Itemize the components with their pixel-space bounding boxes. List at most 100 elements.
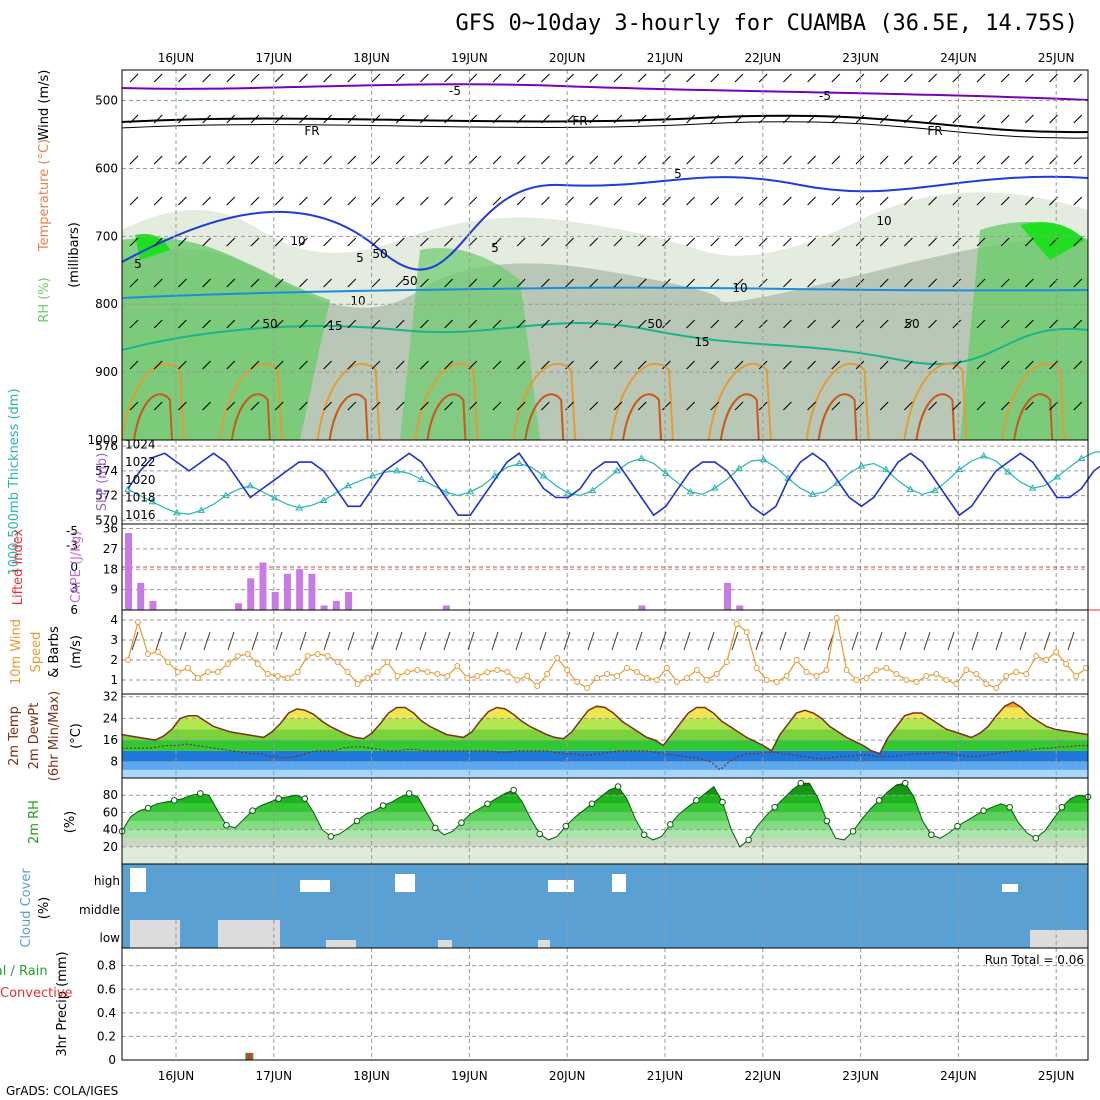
wind-barb bbox=[637, 73, 647, 83]
wind-barb bbox=[686, 114, 695, 124]
wind-barb bbox=[226, 73, 236, 83]
panel-frame bbox=[121, 439, 1089, 525]
wind-barb bbox=[1073, 155, 1083, 165]
wind-barb bbox=[299, 319, 308, 329]
wind-speed-point bbox=[803, 669, 810, 675]
wind-barb bbox=[492, 401, 502, 411]
temp-band bbox=[122, 729, 1088, 741]
thickness-point bbox=[808, 490, 817, 497]
bottom-x-axis: 16JUN 17JUN 18JUN 19JUN 20JUN 21JUN 22JUN 23JUN… bbox=[158, 1069, 1075, 1083]
wind-barb bbox=[589, 196, 599, 206]
wind-speed-point bbox=[574, 679, 581, 685]
wind-barb bbox=[274, 278, 284, 288]
wind-speed-point bbox=[1033, 653, 1040, 659]
rh2m-axis-label: 2m RH bbox=[27, 800, 42, 844]
temp-band bbox=[122, 707, 1088, 719]
wind-barb bbox=[855, 237, 865, 247]
thickness-point bbox=[1028, 484, 1037, 491]
wind-barb bbox=[1025, 237, 1034, 247]
wind-barb bbox=[155, 631, 163, 651]
wind-speed-point bbox=[304, 653, 311, 659]
wind-speed-point bbox=[1013, 669, 1020, 675]
rh2m-point bbox=[301, 795, 309, 802]
wind-speed-point bbox=[274, 673, 281, 679]
wind-barb bbox=[807, 278, 816, 288]
rh2m-point bbox=[458, 819, 465, 827]
wind-barb bbox=[662, 278, 671, 288]
wind-barb bbox=[783, 319, 792, 329]
wind-barb bbox=[541, 278, 550, 288]
y-tick-label: 36 bbox=[103, 522, 118, 536]
rh2m-point bbox=[327, 833, 335, 840]
thickness-point bbox=[270, 494, 279, 501]
wind-barb bbox=[492, 114, 502, 124]
wind-barb bbox=[203, 631, 211, 651]
wind-barb bbox=[492, 278, 502, 288]
y-tick-label: 2 bbox=[110, 653, 118, 667]
y-tick-label: 700 bbox=[95, 229, 118, 243]
wind-barb bbox=[952, 196, 962, 206]
contour-label: FR bbox=[572, 114, 587, 128]
wind-barb bbox=[565, 278, 574, 288]
wind-axis-label: & Barbs bbox=[47, 626, 62, 678]
wind-barb bbox=[1000, 155, 1010, 165]
wind-barb bbox=[444, 319, 453, 329]
cape-bar bbox=[345, 591, 353, 610]
y-tick-label: 40 bbox=[103, 823, 118, 837]
wind-barb bbox=[662, 360, 671, 370]
wind-speed-point bbox=[294, 669, 301, 675]
wind-barb bbox=[976, 237, 986, 247]
wind-barb bbox=[928, 196, 937, 206]
wind-barb bbox=[347, 155, 357, 165]
wind-barb bbox=[831, 237, 841, 247]
cloud-low-block bbox=[438, 940, 452, 948]
thickness-point bbox=[124, 485, 132, 492]
contour-label: 10 bbox=[290, 234, 305, 248]
wind-barb bbox=[879, 360, 889, 370]
rh-band bbox=[122, 803, 1088, 813]
wind-barb bbox=[904, 196, 913, 206]
wind-barb bbox=[734, 155, 744, 165]
wind-barb bbox=[1025, 319, 1034, 329]
wind-barb bbox=[420, 237, 429, 247]
panel-frame bbox=[121, 947, 1089, 1061]
wind-barb bbox=[686, 155, 695, 165]
wind-barb bbox=[1025, 114, 1034, 124]
wind-barb bbox=[178, 155, 187, 165]
y-tick-label: 576 bbox=[95, 439, 118, 453]
rh2m-point bbox=[640, 831, 648, 839]
wind-barb bbox=[323, 114, 332, 124]
x-tick-label: 18JUN bbox=[353, 1069, 390, 1083]
wind-speed-point bbox=[224, 661, 231, 667]
wind-barb bbox=[202, 360, 211, 370]
cloud-cover-panel: high middle low Cloud Cover (%) bbox=[19, 863, 1089, 949]
thickness-point bbox=[564, 489, 572, 496]
wind-barb bbox=[851, 631, 859, 651]
wind-speed-point bbox=[973, 671, 980, 677]
wind-speed-point bbox=[663, 665, 670, 671]
wind-barb bbox=[879, 278, 889, 288]
y-tick-label: 0 bbox=[70, 560, 78, 574]
y-tick-label: 1020 bbox=[125, 473, 156, 487]
wind-barb bbox=[299, 155, 308, 165]
wind-barb bbox=[710, 196, 720, 206]
wind-barb bbox=[971, 631, 979, 651]
wind-speed-point bbox=[604, 671, 611, 677]
wind-barb bbox=[371, 401, 381, 411]
contour-label: 50 bbox=[402, 274, 417, 288]
wind-barb bbox=[686, 319, 695, 329]
cloud-high-block bbox=[1002, 884, 1018, 892]
cape-bar bbox=[125, 533, 132, 610]
temp-contour-10 bbox=[121, 286, 1089, 299]
wind-barb bbox=[395, 155, 405, 165]
wind-barb bbox=[589, 319, 599, 329]
thickness-point bbox=[735, 464, 744, 471]
wind-barb bbox=[371, 114, 381, 124]
contour-label: 50 bbox=[262, 317, 277, 331]
y-tick-label: 800 bbox=[95, 297, 118, 311]
wind-speed-point bbox=[484, 669, 491, 675]
wind-barb bbox=[783, 237, 792, 247]
wind-barb bbox=[347, 319, 357, 329]
y-tick-label: 32 bbox=[103, 690, 118, 704]
